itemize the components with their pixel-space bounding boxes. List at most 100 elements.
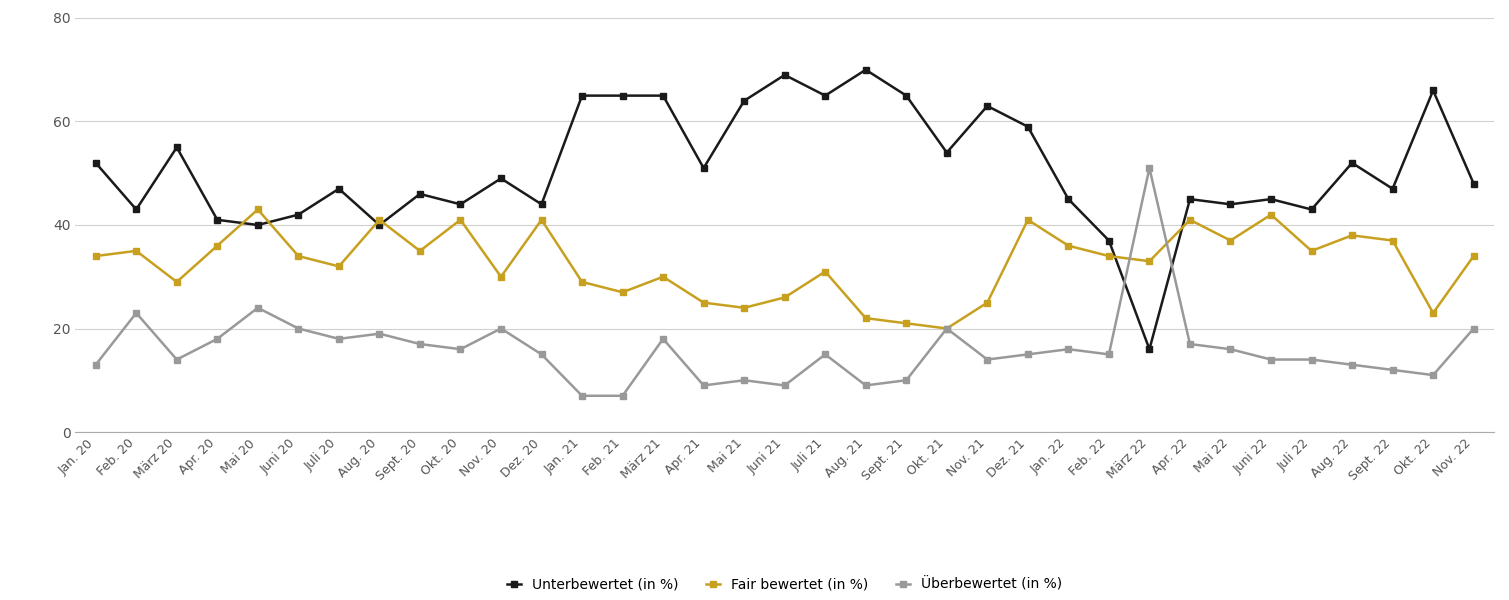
Überbewertet (in %)	[1343, 361, 1361, 368]
Überbewertet (in %)	[776, 382, 794, 389]
Unterbewertet (in %)	[1182, 196, 1200, 203]
Unterbewertet (in %)	[573, 92, 592, 99]
Unterbewertet (in %)	[1019, 123, 1037, 130]
Fair bewertet (in %)	[614, 289, 632, 296]
Fair bewertet (in %)	[167, 278, 186, 286]
Fair bewertet (in %)	[1302, 247, 1320, 254]
Unterbewertet (in %)	[816, 92, 834, 99]
Unterbewertet (in %)	[1424, 87, 1443, 94]
Überbewertet (in %)	[653, 335, 672, 343]
Fair bewertet (in %)	[1424, 310, 1443, 317]
Fair bewertet (in %)	[1100, 253, 1118, 260]
Fair bewertet (in %)	[249, 206, 267, 213]
Unterbewertet (in %)	[492, 175, 510, 182]
Unterbewertet (in %)	[978, 103, 996, 110]
Fair bewertet (in %)	[573, 278, 592, 286]
Unterbewertet (in %)	[1465, 180, 1483, 187]
Überbewertet (in %)	[1384, 366, 1402, 373]
Fair bewertet (in %)	[816, 268, 834, 275]
Überbewertet (in %)	[451, 346, 469, 353]
Überbewertet (in %)	[1141, 164, 1159, 172]
Unterbewertet (in %)	[330, 185, 349, 193]
Unterbewertet (in %)	[86, 159, 104, 166]
Unterbewertet (in %)	[290, 211, 308, 218]
Unterbewertet (in %)	[735, 97, 753, 104]
Überbewertet (in %)	[1019, 351, 1037, 358]
Überbewertet (in %)	[1221, 346, 1239, 353]
Überbewertet (in %)	[857, 382, 875, 389]
Unterbewertet (in %)	[694, 164, 712, 172]
Überbewertet (in %)	[370, 330, 388, 337]
Unterbewertet (in %)	[1141, 346, 1159, 353]
Überbewertet (in %)	[1465, 325, 1483, 332]
Unterbewertet (in %)	[1262, 196, 1280, 203]
Fair bewertet (in %)	[978, 299, 996, 306]
Fair bewertet (in %)	[1465, 253, 1483, 260]
Unterbewertet (in %)	[1302, 206, 1320, 213]
Überbewertet (in %)	[410, 340, 429, 347]
Überbewertet (in %)	[614, 392, 632, 400]
Unterbewertet (in %)	[370, 221, 388, 229]
Unterbewertet (in %)	[937, 149, 955, 156]
Fair bewertet (in %)	[1141, 257, 1159, 265]
Überbewertet (in %)	[167, 356, 186, 363]
Unterbewertet (in %)	[1384, 185, 1402, 193]
Überbewertet (in %)	[1059, 346, 1077, 353]
Unterbewertet (in %)	[614, 92, 632, 99]
Unterbewertet (in %)	[127, 206, 145, 213]
Unterbewertet (in %)	[208, 216, 226, 223]
Fair bewertet (in %)	[451, 216, 469, 223]
Überbewertet (in %)	[1424, 371, 1443, 379]
Legend: Unterbewertet (in %), Fair bewertet (in %), Überbewertet (in %): Unterbewertet (in %), Fair bewertet (in …	[499, 571, 1070, 599]
Überbewertet (in %)	[492, 325, 510, 332]
Fair bewertet (in %)	[1384, 237, 1402, 244]
Fair bewertet (in %)	[1262, 211, 1280, 218]
Überbewertet (in %)	[533, 351, 551, 358]
Unterbewertet (in %)	[1100, 237, 1118, 244]
Fair bewertet (in %)	[735, 304, 753, 311]
Überbewertet (in %)	[127, 310, 145, 317]
Überbewertet (in %)	[978, 356, 996, 363]
Unterbewertet (in %)	[898, 92, 916, 99]
Fair bewertet (in %)	[1182, 216, 1200, 223]
Überbewertet (in %)	[694, 382, 712, 389]
Unterbewertet (in %)	[410, 190, 429, 197]
Überbewertet (in %)	[898, 377, 916, 384]
Fair bewertet (in %)	[492, 273, 510, 280]
Überbewertet (in %)	[208, 335, 226, 343]
Line: Fair bewertet (in %): Fair bewertet (in %)	[92, 206, 1477, 332]
Überbewertet (in %)	[816, 351, 834, 358]
Fair bewertet (in %)	[1343, 232, 1361, 239]
Überbewertet (in %)	[735, 377, 753, 384]
Unterbewertet (in %)	[167, 144, 186, 151]
Unterbewertet (in %)	[1343, 159, 1361, 166]
Überbewertet (in %)	[330, 335, 349, 343]
Line: Überbewertet (in %): Überbewertet (in %)	[92, 164, 1477, 399]
Fair bewertet (in %)	[1059, 242, 1077, 249]
Unterbewertet (in %)	[776, 71, 794, 79]
Fair bewertet (in %)	[1221, 237, 1239, 244]
Fair bewertet (in %)	[694, 299, 712, 306]
Überbewertet (in %)	[1100, 351, 1118, 358]
Fair bewertet (in %)	[410, 247, 429, 254]
Fair bewertet (in %)	[898, 320, 916, 327]
Fair bewertet (in %)	[208, 242, 226, 249]
Fair bewertet (in %)	[370, 216, 388, 223]
Unterbewertet (in %)	[653, 92, 672, 99]
Überbewertet (in %)	[290, 325, 308, 332]
Fair bewertet (in %)	[776, 294, 794, 301]
Fair bewertet (in %)	[330, 263, 349, 270]
Fair bewertet (in %)	[86, 253, 104, 260]
Unterbewertet (in %)	[857, 66, 875, 73]
Überbewertet (in %)	[1262, 356, 1280, 363]
Line: Unterbewertet (in %): Unterbewertet (in %)	[92, 66, 1477, 353]
Unterbewertet (in %)	[1059, 196, 1077, 203]
Fair bewertet (in %)	[937, 325, 955, 332]
Fair bewertet (in %)	[1019, 216, 1037, 223]
Fair bewertet (in %)	[127, 247, 145, 254]
Fair bewertet (in %)	[290, 253, 308, 260]
Fair bewertet (in %)	[533, 216, 551, 223]
Überbewertet (in %)	[937, 325, 955, 332]
Unterbewertet (in %)	[533, 200, 551, 208]
Unterbewertet (in %)	[1221, 200, 1239, 208]
